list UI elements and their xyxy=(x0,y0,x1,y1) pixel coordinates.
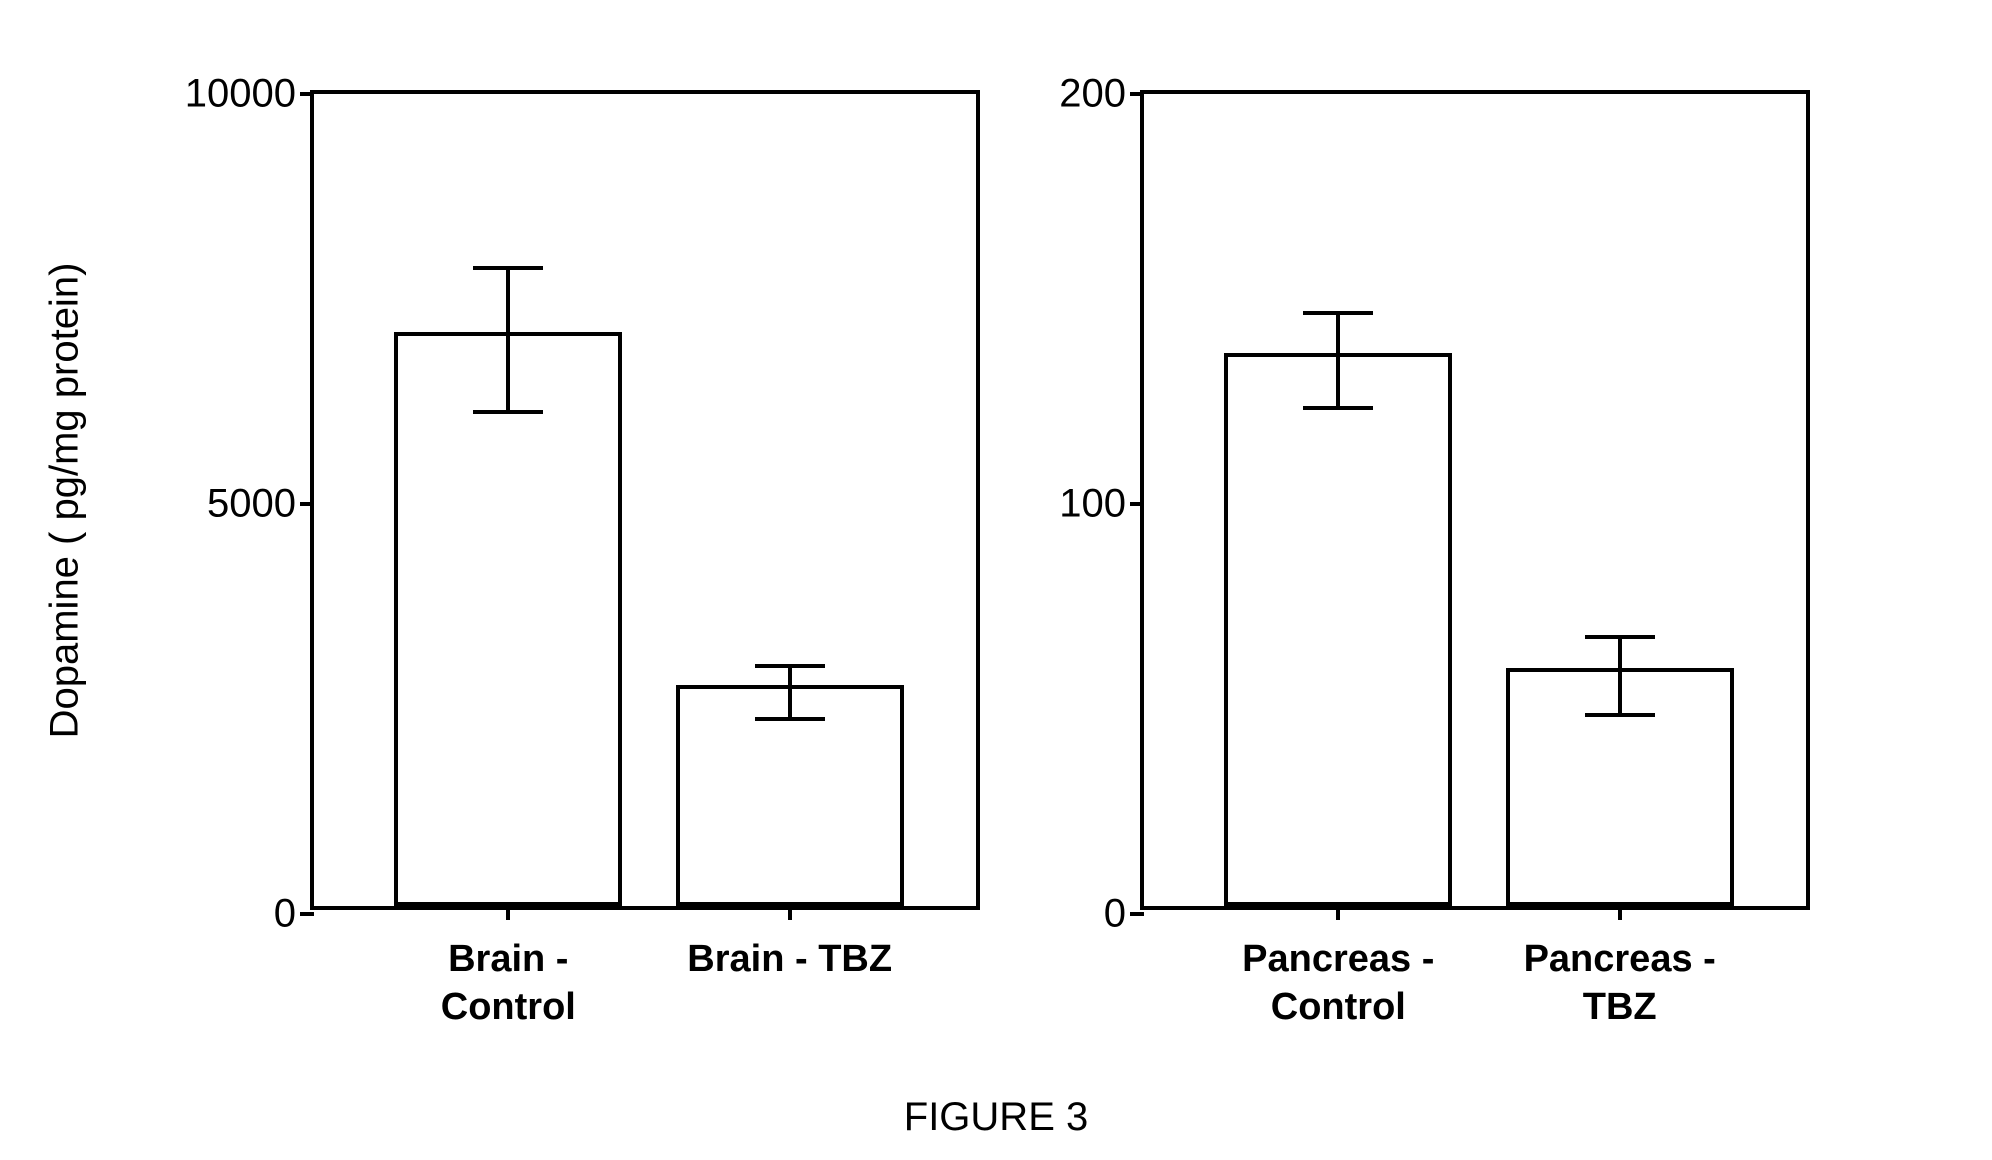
error-cap-top xyxy=(755,664,825,668)
ytick-mark xyxy=(1130,92,1144,96)
ytick-mark xyxy=(1130,502,1144,506)
plot-area: 0500010000Brain - ControlBrain - TBZ xyxy=(310,90,980,910)
error-cap-bottom xyxy=(473,410,543,414)
bar xyxy=(394,332,622,906)
xtick-label: Pancreas - Control xyxy=(1242,936,1434,1031)
xtick-label: Brain - TBZ xyxy=(687,936,892,984)
error-bar xyxy=(1585,635,1655,717)
y-axis-label: Dopamine ( pg/mg protein) xyxy=(43,262,88,738)
xtick-label: Pancreas - TBZ xyxy=(1524,936,1716,1031)
pancreas-panel: 0100200Pancreas - ControlPancreas - TBZ xyxy=(1140,90,1810,910)
ytick-label: 0 xyxy=(274,892,296,937)
error-cap-top xyxy=(473,266,543,270)
error-cap-top xyxy=(1585,635,1655,639)
plot-area: 0100200Pancreas - ControlPancreas - TBZ xyxy=(1140,90,1810,910)
ytick-label: 0 xyxy=(1104,892,1126,937)
brain-panel: 0500010000Brain - ControlBrain - TBZ xyxy=(310,90,980,910)
figure-caption: FIGURE 3 xyxy=(904,1095,1088,1140)
error-bar xyxy=(473,266,543,414)
ytick-mark xyxy=(1130,912,1144,916)
error-cap-bottom xyxy=(1303,406,1373,410)
error-stem xyxy=(506,266,510,414)
xtick-mark xyxy=(1336,906,1340,920)
error-stem xyxy=(1618,635,1622,717)
ytick-mark xyxy=(300,502,314,506)
ytick-label: 10000 xyxy=(185,72,296,117)
ytick-mark xyxy=(300,92,314,96)
ytick-label: 5000 xyxy=(207,482,296,527)
error-cap-bottom xyxy=(1585,713,1655,717)
ytick-label: 200 xyxy=(1059,72,1126,117)
y-axis-label-container: Dopamine ( pg/mg protein) xyxy=(40,90,90,910)
xtick-mark xyxy=(1618,906,1622,920)
xtick-label: Brain - Control xyxy=(441,936,576,1031)
xtick-mark xyxy=(506,906,510,920)
ytick-mark xyxy=(300,912,314,916)
error-stem xyxy=(788,664,792,721)
xtick-mark xyxy=(788,906,792,920)
bar xyxy=(1224,353,1452,907)
error-bar xyxy=(1303,311,1373,409)
ytick-label: 100 xyxy=(1059,482,1126,527)
error-cap-bottom xyxy=(755,717,825,721)
error-bar xyxy=(755,664,825,721)
error-stem xyxy=(1336,311,1340,409)
error-cap-top xyxy=(1303,311,1373,315)
